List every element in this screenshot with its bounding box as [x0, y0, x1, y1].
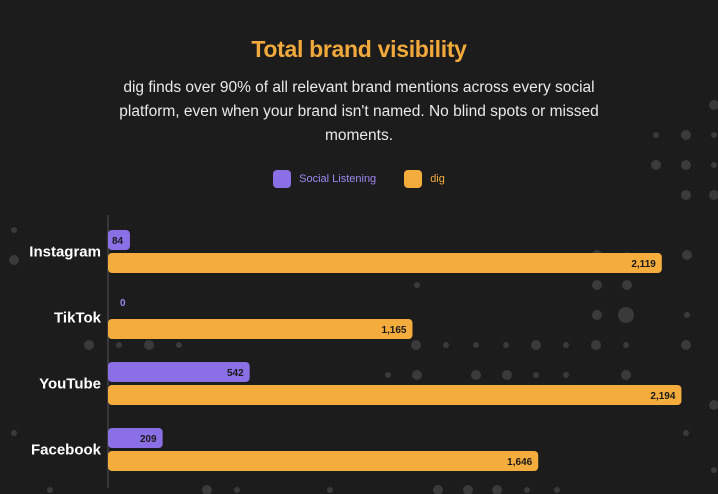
data-label-dig-youtube: 2,194	[650, 391, 675, 402]
data-label-dig-facebook: 1,646	[507, 457, 532, 468]
chart-subtitle: dig finds over 90% of all relevant brand…	[119, 79, 599, 144]
category-label-facebook: Facebook	[31, 442, 102, 459]
bar-social-listening-facebook	[108, 428, 163, 448]
data-label-dig-instagram: 2,119	[631, 259, 656, 270]
category-label-instagram: Instagram	[29, 244, 101, 261]
legend-label-dig: dig	[430, 173, 445, 185]
bar-dig-tiktok	[108, 319, 413, 339]
legend-item-social-listening: Social Listening	[273, 170, 376, 188]
legend: Social Listening dig	[0, 170, 718, 188]
data-label-social-listening-tiktok: 0	[120, 298, 126, 309]
data-label-social-listening-youtube: 542	[227, 368, 244, 379]
bar-social-listening-instagram	[108, 230, 130, 250]
bar-social-listening-youtube	[108, 362, 250, 382]
data-label-social-listening-instagram: 84	[112, 236, 124, 247]
legend-label-social-listening: Social Listening	[299, 173, 377, 185]
bar-dig-youtube	[108, 385, 682, 405]
legend-swatch-dig	[404, 170, 423, 188]
chart-title: Total brand visibility	[251, 36, 467, 62]
legend-item-dig: dig	[404, 170, 445, 188]
legend-swatch-social-listening	[273, 170, 292, 188]
bar-dig-facebook	[108, 451, 539, 471]
bar-dig-instagram	[108, 253, 662, 273]
category-label-youtube: YouTube	[39, 376, 101, 393]
category-label-tiktok: TikTok	[54, 310, 102, 327]
data-label-dig-tiktok: 1,165	[381, 325, 406, 336]
data-label-social-listening-facebook: 209	[140, 434, 157, 445]
